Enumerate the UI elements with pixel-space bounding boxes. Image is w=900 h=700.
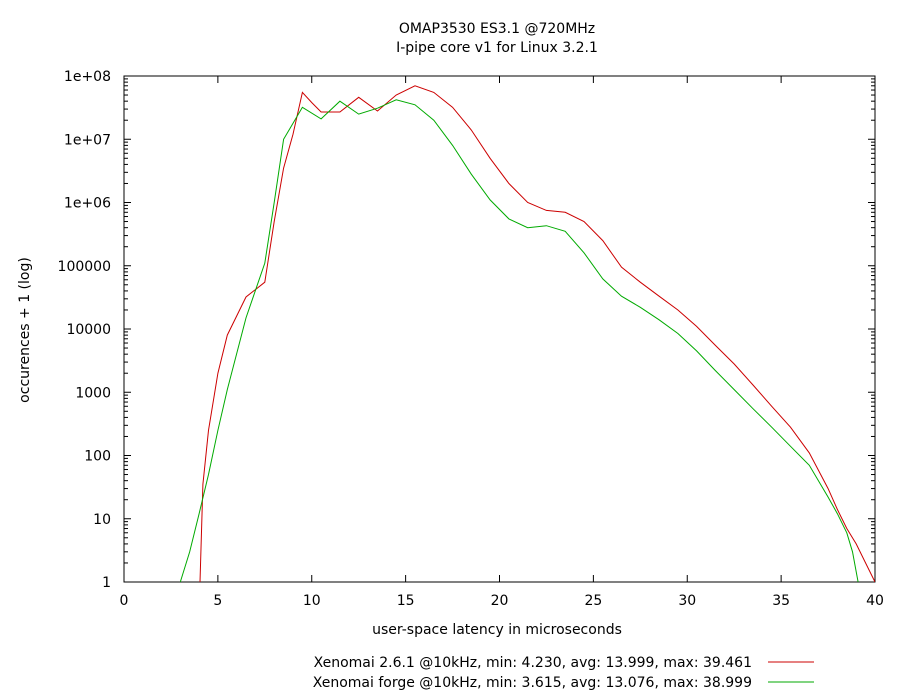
x-tick-label: 0 [120,593,129,609]
y-tick-label: 100000 [58,259,111,275]
y-tick-label: 10 [93,512,111,528]
y-tick-label: 1000 [75,385,111,401]
x-tick-label: 40 [866,593,884,609]
y-axis-label: occurences + 1 (log) [17,257,33,403]
chart-subtitle: I-pipe core v1 for Linux 3.2.1 [396,40,598,56]
x-tick-label: 15 [397,593,415,609]
y-tick-label: 10000 [66,322,111,338]
legend-label-series-2: Xenomai forge @10kHz, min: 3.615, avg: 1… [313,675,752,691]
y-tick-label: 100 [84,449,111,465]
chart-title: OMAP3530 ES3.1 @720MHz [399,21,595,37]
legend: Xenomai 2.6.1 @10kHz, min: 4.230, avg: 1… [313,655,814,691]
x-tick-label: 5 [213,593,222,609]
legend-label-series-1: Xenomai 2.6.1 @10kHz, min: 4.230, avg: 1… [314,655,752,671]
axis-ticks: 0 5 10 15 20 25 30 35 40 1 10 100 1000 10000 100000 1e+… [58,69,884,609]
x-tick-label: 10 [303,593,321,609]
x-tick-label: 25 [584,593,602,609]
series-line-2 [179,99,859,582]
y-tick-label: 1e+08 [64,69,111,85]
x-axis-label: user-space latency in microseconds [372,622,622,638]
y-tick-label: 1e+06 [64,196,111,212]
x-tick-label: 35 [772,593,790,609]
series-line-1 [199,85,875,582]
plot-frame [123,75,876,583]
series-layer [179,85,875,582]
y-tick-label: 1e+07 [64,132,111,148]
x-tick-label: 20 [491,593,509,609]
y-tick-label: 1 [102,575,111,591]
x-tick-label: 30 [678,593,696,609]
